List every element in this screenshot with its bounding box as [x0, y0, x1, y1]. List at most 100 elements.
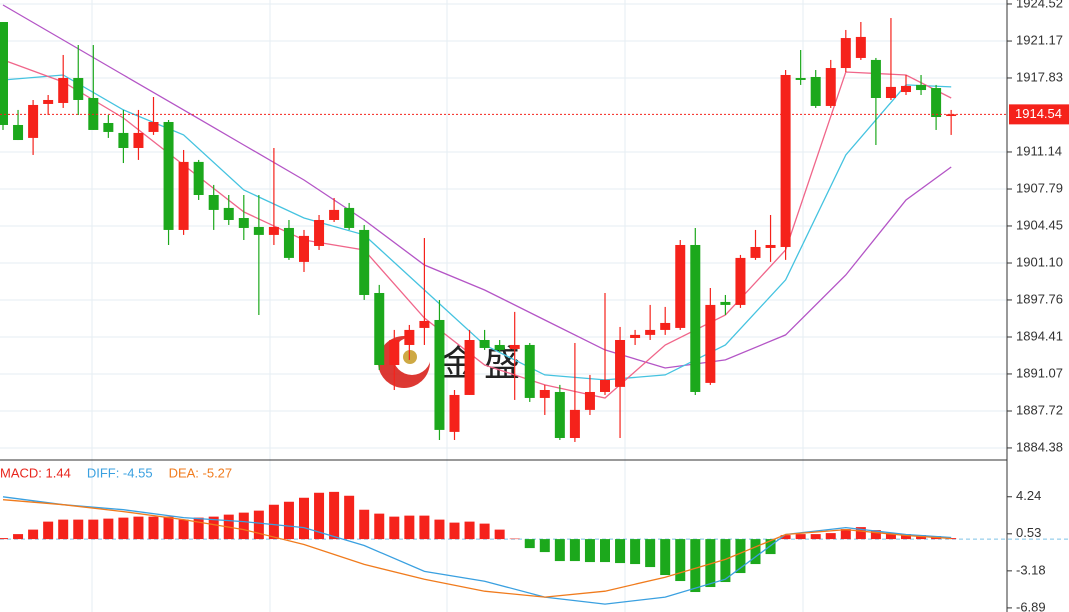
candle-body — [419, 320, 430, 328]
candle-body — [329, 209, 340, 220]
candle-body — [825, 68, 836, 106]
y-tick-label: 1911.14 — [1016, 143, 1062, 158]
candle-body — [916, 84, 927, 91]
candle-body — [283, 227, 294, 258]
macd-bar — [479, 523, 490, 540]
y-tick-label: 1904.45 — [1016, 217, 1063, 232]
candle-body — [253, 226, 264, 235]
macd-bar — [901, 534, 911, 540]
candle-body — [0, 22, 8, 125]
candle-body — [795, 77, 806, 80]
candle-body — [73, 77, 84, 100]
candle-body — [238, 217, 249, 228]
macd-bar — [885, 533, 896, 540]
candle-body — [28, 104, 39, 138]
macd-bar — [163, 516, 174, 540]
macd-bar — [554, 539, 565, 562]
macd-bar — [795, 534, 806, 540]
candle-body — [103, 122, 114, 132]
y-tick-label: 1887.72 — [1016, 402, 1063, 417]
macd-bar — [675, 539, 686, 582]
candle-body — [479, 339, 490, 348]
candle-body — [554, 391, 565, 438]
candle-body — [885, 86, 896, 98]
macd-bar — [178, 519, 189, 540]
macd-bar — [494, 529, 505, 540]
watermark-text: 金盛 — [440, 343, 528, 384]
macd-bar — [58, 519, 69, 540]
y-tick-label: -3.18 — [1016, 562, 1046, 577]
candle-body — [208, 194, 219, 210]
candle-body — [133, 132, 144, 148]
macd-bar — [645, 539, 656, 568]
macd-bar — [509, 538, 520, 540]
candle-body — [630, 334, 641, 339]
macd-bar — [584, 539, 595, 563]
y-tick-label: 1921.17 — [1016, 32, 1063, 47]
macd-bar — [539, 539, 550, 553]
macd-bar — [419, 515, 430, 540]
macd-bar — [193, 517, 204, 540]
candle-body — [163, 121, 174, 230]
candle-body — [148, 121, 159, 132]
line-series — [2, 59, 952, 399]
macd-bar — [314, 492, 325, 540]
candle-body — [58, 77, 69, 103]
candle-body — [931, 88, 942, 118]
candle-body — [870, 59, 881, 98]
macd-bar — [524, 539, 535, 549]
candle-body — [946, 114, 957, 117]
candle-body — [615, 339, 626, 387]
y-tick-label: 1897.76 — [1016, 291, 1063, 306]
macd-bar — [0, 538, 8, 540]
candle-body — [193, 161, 204, 195]
macd-bar — [464, 521, 475, 540]
y-tick-label: 0.53 — [1016, 525, 1041, 540]
macd-bar — [615, 539, 626, 564]
macd-bar — [148, 516, 159, 540]
candle-body — [675, 244, 686, 328]
candle-body — [901, 85, 911, 93]
candle-body — [600, 379, 610, 392]
line-series — [2, 74, 952, 381]
macd-bar — [268, 504, 279, 540]
macd-bar — [840, 529, 851, 540]
y-tick-label: 1907.79 — [1016, 180, 1063, 195]
candle-body — [13, 124, 24, 141]
candle-body — [389, 339, 400, 365]
candle-body — [223, 207, 234, 220]
logo-dot — [403, 350, 417, 364]
candle-body — [765, 244, 776, 248]
macd-bar — [253, 510, 264, 540]
macd-bar — [690, 539, 701, 593]
candle-body — [810, 76, 821, 106]
macd-bar — [434, 519, 445, 540]
macd-bar — [720, 539, 731, 583]
candle-body — [344, 207, 355, 228]
candle-body — [509, 344, 520, 349]
candle-body — [539, 389, 550, 398]
candle-body — [855, 36, 866, 58]
candle-body — [750, 246, 761, 258]
candle-body — [449, 394, 460, 432]
macd-bar — [43, 521, 54, 540]
legend-label: DIFF: -4.55 — [87, 465, 153, 480]
line-series — [2, 496, 952, 605]
macd-bar — [73, 519, 84, 540]
y-tick-label: 1924.52 — [1016, 0, 1063, 10]
macd-bar — [13, 534, 24, 540]
macd-bar — [750, 539, 761, 565]
y-tick-label: 1901.10 — [1016, 254, 1063, 269]
macd-bar — [825, 533, 836, 540]
candle-body — [735, 257, 746, 305]
macd-bar — [600, 539, 610, 563]
macd-bar — [133, 516, 144, 540]
macd-bar — [810, 534, 821, 540]
candle-body — [840, 38, 851, 69]
last-price-box — [1009, 104, 1069, 125]
y-tick-label: 1884.38 — [1016, 439, 1063, 454]
candle-body — [404, 329, 415, 345]
candle-body — [705, 304, 716, 383]
macd-bar — [283, 501, 294, 540]
